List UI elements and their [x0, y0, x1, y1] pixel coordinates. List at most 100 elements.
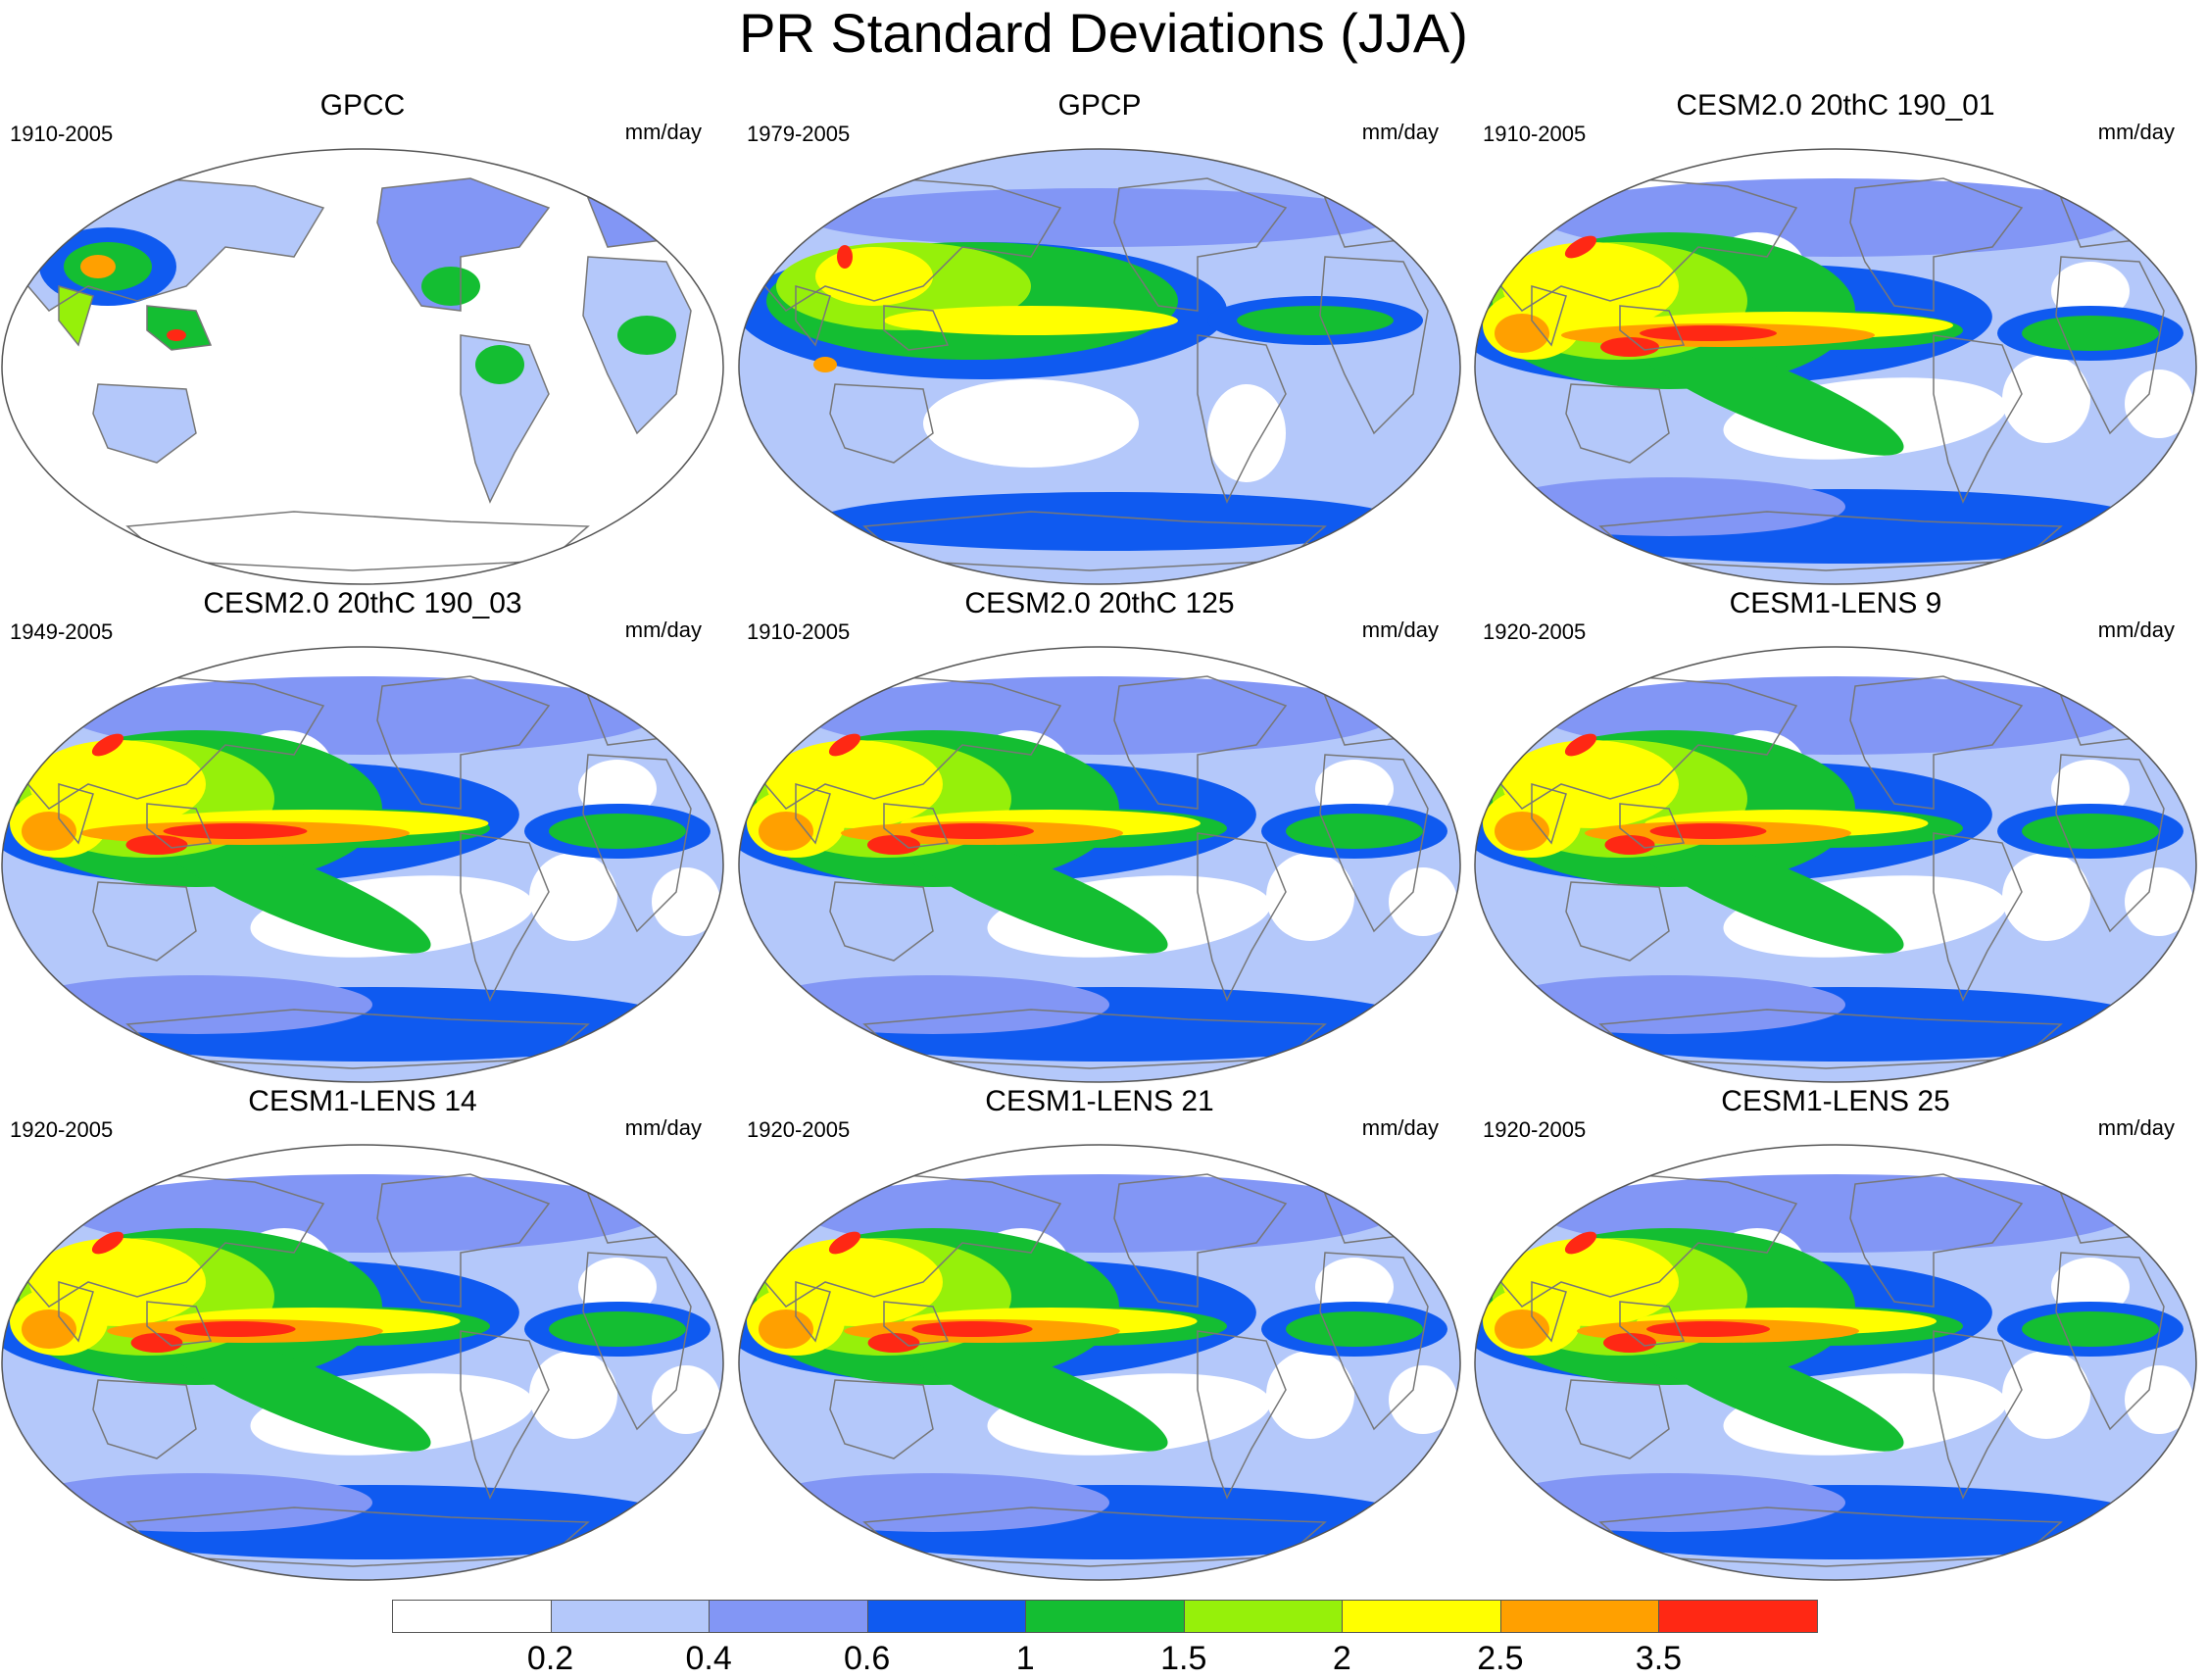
field-s-indian-dry [2125, 867, 2193, 936]
map-canvas [1474, 646, 2197, 1083]
coastline-africa [1319, 1252, 1429, 1431]
field-s-atlantic-dry [2002, 1351, 2090, 1439]
map-canvas [1474, 148, 2197, 585]
field-atlantic-itcz-green [2022, 1311, 2159, 1347]
field-bay-red [91, 1231, 124, 1255]
map-border [1474, 646, 2197, 1083]
field-south-storm-track-b [20, 975, 372, 1034]
field-indian-orange [22, 812, 76, 851]
field-atlantic-itcz-green [1286, 1311, 1423, 1347]
coastline-samerica [1197, 1330, 1287, 1500]
figure-title: PR Standard Deviations (JJA) [739, 2, 1468, 64]
colorbar-swatch [1658, 1600, 1818, 1633]
coastline-india [1531, 783, 1567, 845]
coastline-seasia [1619, 803, 1686, 849]
field-s-atlantic-dry [2002, 853, 2090, 941]
field-maritime-red [1603, 1333, 1656, 1353]
coastline-africa [2055, 1252, 2165, 1431]
field-south-storm-track-b [757, 1473, 1109, 1532]
field-maritime-red [130, 1333, 183, 1353]
field-spcz-green [1630, 332, 1904, 456]
field-indian-orange [1495, 1309, 1549, 1349]
panel-title: CESM2.0 20thC 190_03 [203, 587, 522, 619]
coastline-namerica [1113, 177, 1288, 312]
panel-units: mm/day [2097, 618, 2175, 642]
field-bay-red [1564, 235, 1597, 259]
land-australia [93, 384, 196, 463]
field-itcz-red [1646, 1321, 1770, 1337]
map-canvas [738, 148, 1461, 585]
panel-title: CESM1-LENS 25 [1721, 1085, 1950, 1117]
map-panel: CESM1-LENS 9 1920-2005 mm/day [1473, 586, 2198, 1086]
field-itcz-red [1649, 823, 1767, 839]
panel-units: mm/day [2097, 120, 2175, 144]
field-s-atlantic-dry [529, 853, 617, 941]
panel-period: 1920-2005 [747, 1117, 851, 1142]
map-border [738, 1144, 1461, 1581]
map-border [1, 1144, 724, 1581]
coastline-samerica [460, 1330, 550, 1500]
field-spcz-green [894, 830, 1168, 954]
field-south-storm-track-b [20, 1473, 372, 1532]
coastline-samerica [1933, 1330, 2023, 1500]
coastline-seasia [883, 305, 950, 351]
field-bay-red [828, 733, 861, 757]
field-south-storm-track-b [1493, 975, 1845, 1034]
colorbar-tick-label: 3.5 [1635, 1640, 1683, 1677]
coastline-samerica [460, 832, 550, 1002]
coastline-seasia [146, 1301, 213, 1347]
panel-period: 1910-2005 [747, 619, 851, 644]
field-indian-orange [813, 357, 837, 372]
field-atlantic-itcz-green [1237, 306, 1394, 335]
coastline-samerica [1197, 334, 1287, 504]
map-panel: CESM2.0 20thC 190_01 1910-2005 mm/day [1473, 88, 2198, 588]
field-n-africa-dry [2051, 760, 2130, 818]
field-atlantic-itcz-green [2022, 814, 2159, 849]
coastline-namerica [376, 1173, 551, 1308]
map-panel: CESM2.0 20thC 125 1910-2005 mm/day [737, 586, 1462, 1086]
field-s-indian-dry [652, 867, 720, 936]
map-border [1, 148, 724, 585]
map-panel: CESM1-LENS 25 1920-2005 mm/day [1473, 1084, 2198, 1584]
coastline-india [58, 285, 94, 347]
coastline-seasia [146, 803, 213, 849]
panel-title: GPCP [1057, 89, 1142, 122]
panel-period: 1910-2005 [10, 122, 114, 146]
field-itcz-yellow [884, 306, 1178, 335]
panel-title: CESM1-LENS 14 [248, 1085, 477, 1117]
colorbar-tick-label: 0.6 [844, 1640, 891, 1677]
coastline-africa [1319, 754, 1429, 933]
field-maritime-red [125, 835, 188, 855]
field-itcz-red [1640, 325, 1777, 341]
coastline-seasia [883, 803, 950, 849]
field-n-africa-dry [1315, 1258, 1394, 1316]
colorbar-swatch [1183, 1600, 1344, 1633]
field-indian-orange [759, 812, 813, 851]
land-maritime-red [167, 329, 186, 341]
coastline-australia [1565, 881, 1670, 962]
colorbar-swatch [866, 1600, 1027, 1633]
map-panel: GPCP 1979-2005 mm/day [737, 88, 1462, 588]
field-atlantic-itcz-green [549, 1311, 686, 1347]
panel-period: 1920-2005 [10, 1117, 114, 1142]
panel-period: 1920-2005 [1483, 1117, 1587, 1142]
panel-units: mm/day [1361, 618, 1439, 642]
coastline-india [795, 285, 831, 347]
coastline-africa [2055, 256, 2165, 435]
land-namerica [377, 178, 549, 311]
field-spcz-green [157, 830, 431, 954]
field-indian-orange [1495, 812, 1549, 851]
land-samerica-green [475, 345, 524, 384]
panel-units: mm/day [1361, 120, 1439, 144]
field-n-africa-dry [1315, 760, 1394, 818]
land-central-america-green [421, 267, 480, 306]
field-n-africa-dry [578, 1258, 657, 1316]
coastline-india [58, 1281, 94, 1343]
field-n-africa-dry [578, 760, 657, 818]
map-panel: GPCC 1910-2005 mm/day [0, 88, 725, 588]
field-monsoon-yellow [815, 247, 933, 306]
field-s-atlantic-dry [529, 1351, 617, 1439]
field-itcz-red [910, 823, 1034, 839]
field-s-indian-dry [2125, 1365, 2193, 1434]
coastline-india [1531, 285, 1567, 347]
